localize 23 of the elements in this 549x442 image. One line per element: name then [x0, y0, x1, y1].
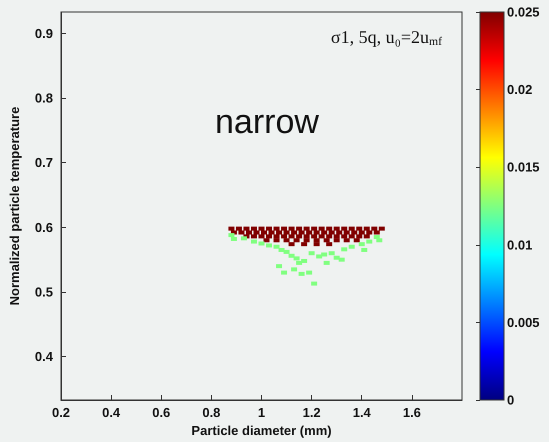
- x-tick-label: 0.6: [152, 405, 170, 420]
- x-axis-title: Particle diameter (mm): [191, 422, 332, 438]
- y-tick-label: 0.5: [34, 284, 53, 300]
- color-bar-label: 0: [507, 392, 514, 408]
- x-tick-label: 0.2: [52, 405, 70, 420]
- y-tick-label: 0.9: [34, 26, 53, 41]
- y-tick-label: 0.7: [34, 155, 53, 170]
- x-tick-label: 1.6: [402, 405, 421, 420]
- x-tick-label: 0.4: [102, 405, 121, 420]
- y-tick-label: 0.6: [34, 220, 53, 235]
- color-bar-label: 0.005: [507, 314, 540, 330]
- x-tick-label: 1.4: [352, 405, 372, 420]
- x-tick-label: 1.2: [302, 405, 321, 420]
- y-tick-label: 0.4: [34, 349, 54, 364]
- color-bar-label: 0.02: [507, 82, 532, 98]
- x-tick-label: 0.8: [202, 405, 220, 420]
- x-tick-label: 1: [258, 405, 266, 420]
- color-bar-label: 0.025: [507, 4, 540, 20]
- color-bar-label: 0.01: [507, 237, 532, 252]
- y-axis-title: Normalized particle temperature: [7, 106, 22, 306]
- annotation: narrow: [215, 103, 320, 141]
- y-tick-label: 0.8: [34, 90, 53, 106]
- color-bar-label: 0.015: [507, 160, 540, 175]
